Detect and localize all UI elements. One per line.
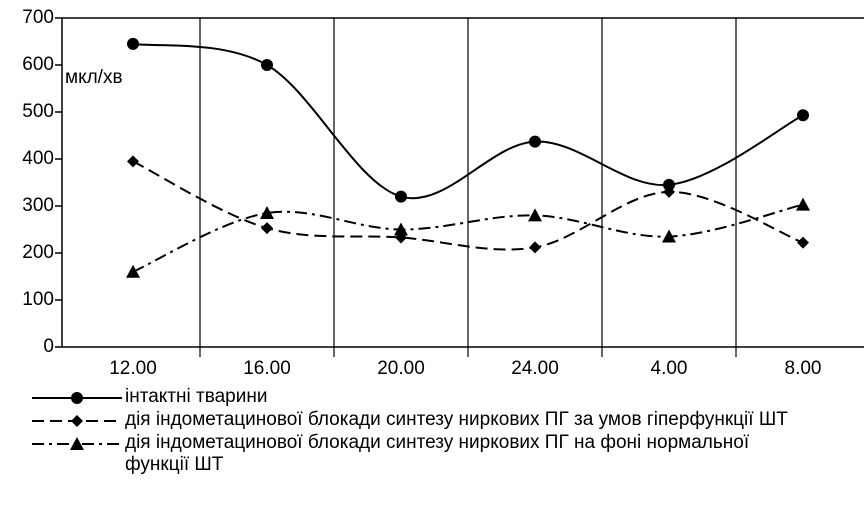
- y-tick-label: 100: [22, 289, 54, 310]
- y-tick-label: 400: [22, 148, 54, 169]
- y-tick-label: 700: [22, 7, 54, 28]
- marker: [797, 236, 809, 249]
- legend-label: дія індометацинової блокади синтезу нирк…: [125, 432, 750, 475]
- y-tick-label: 600: [22, 54, 54, 75]
- marker: [797, 109, 809, 122]
- x-tick-label: 16.00: [243, 358, 291, 379]
- x-tick-label: 4.00: [651, 358, 688, 379]
- x-tick-label: 12.00: [109, 358, 157, 379]
- series-line: [132, 203, 804, 273]
- marker: [663, 185, 675, 198]
- marker: [127, 155, 139, 168]
- marker: [529, 241, 541, 254]
- legend: інтактні тварини дія індометацинової блок…: [30, 386, 830, 476]
- marker: [529, 135, 541, 148]
- x-tick-label: 8.00: [785, 358, 822, 379]
- marker: [261, 59, 273, 71]
- marker: [71, 392, 83, 404]
- x-tick-label: 24.00: [511, 358, 559, 379]
- unit-annotation: мкл/хв: [65, 67, 123, 88]
- series-line: [132, 160, 804, 251]
- marker: [71, 415, 83, 427]
- legend-swatch: [32, 392, 122, 404]
- legend-label: дія індометацинової блокади синтезу нирк…: [125, 409, 788, 430]
- y-tick-label: 200: [22, 242, 54, 263]
- x-tick-label: 20.00: [377, 358, 425, 379]
- y-tick-label: 500: [22, 101, 54, 122]
- legend-swatch: [32, 415, 122, 427]
- marker: [394, 222, 408, 236]
- chart: мкл/хв 0 100 200 300 400 500 600 700 12.00 16.00 2…: [22, 7, 864, 379]
- legend-item: дія індометацинової блокади синтезу нирк…: [30, 432, 830, 476]
- y-tick-label: 0: [43, 336, 54, 357]
- marker: [528, 208, 542, 222]
- marker: [70, 437, 84, 450]
- legend-label: інтактні тварини: [125, 386, 268, 407]
- marker: [663, 178, 675, 191]
- y-tick-label: 300: [22, 195, 54, 216]
- marker: [126, 264, 140, 278]
- marker: [662, 229, 676, 243]
- legend-item: дія індометацинової блокади синтезу нирк…: [30, 409, 830, 432]
- marker: [260, 206, 274, 220]
- marker: [261, 222, 273, 235]
- marker: [395, 190, 407, 203]
- legend-item: інтактні тварини: [30, 386, 830, 409]
- legend-swatch: [32, 437, 122, 450]
- marker: [796, 197, 810, 211]
- marker: [127, 37, 139, 50]
